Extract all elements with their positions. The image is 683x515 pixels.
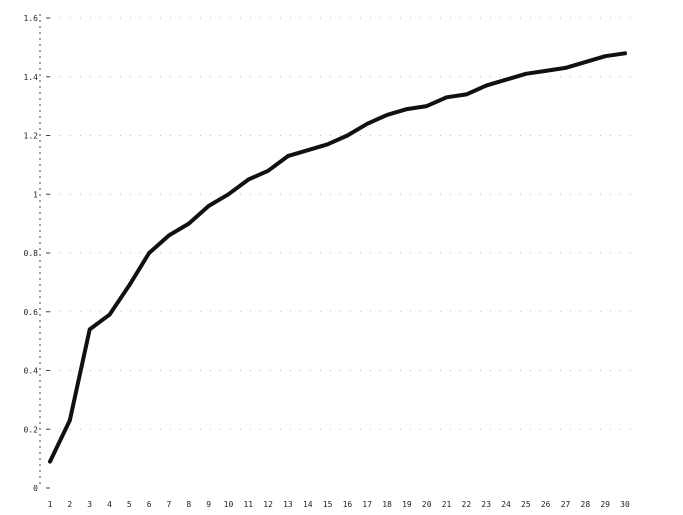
data-point <box>127 283 132 288</box>
x-tick-label: 13 <box>283 500 293 509</box>
data-point <box>385 113 389 117</box>
data-point <box>305 148 310 152</box>
x-tick-label: 6 <box>147 500 152 509</box>
x-tick-label: 22 <box>462 500 472 509</box>
y-tick-label: 0.8 <box>24 249 39 258</box>
x-tick-label: 30 <box>620 500 630 509</box>
data-point <box>186 221 191 226</box>
x-tick-label: 1 <box>48 500 53 509</box>
x-tick-label: 4 <box>107 500 112 509</box>
y-tick-label: 0.4 <box>24 367 39 376</box>
data-point <box>424 104 429 108</box>
x-tick-label: 19 <box>402 500 412 509</box>
data-point <box>286 154 290 158</box>
data-point <box>226 192 231 197</box>
x-tick-label: 10 <box>224 500 234 509</box>
data-point <box>147 251 151 255</box>
x-tick-label: 16 <box>343 500 353 509</box>
y-tick-label: 1 <box>33 190 38 199</box>
data-point <box>246 177 251 182</box>
x-tick-label: 2 <box>67 500 72 509</box>
x-tick-label: 3 <box>87 500 92 509</box>
y-tick-label: 0 <box>33 484 38 493</box>
x-tick-label: 23 <box>481 500 491 509</box>
x-tick-label: 9 <box>206 500 211 509</box>
data-point <box>107 312 112 317</box>
data-point <box>345 133 350 138</box>
x-tick-label: 11 <box>243 500 253 509</box>
x-tick-label: 26 <box>541 500 551 509</box>
data-point <box>167 233 171 238</box>
data-point <box>444 95 449 100</box>
data-point <box>603 54 607 58</box>
x-tick-label: 27 <box>561 500 571 509</box>
x-tick-label: 24 <box>501 500 511 509</box>
x-tick-label: 18 <box>382 500 392 509</box>
data-point <box>583 60 588 64</box>
y-tick-label: 0.6 <box>24 308 39 317</box>
y-tick-label: 1.4 <box>24 73 39 82</box>
data-point <box>484 83 489 88</box>
x-tick-label: 17 <box>362 500 372 509</box>
data-point <box>543 69 548 73</box>
x-tick-label: 29 <box>600 500 610 509</box>
data-point <box>206 204 211 208</box>
y-tick-label: 1.2 <box>24 132 39 141</box>
x-tick-label: 5 <box>127 500 132 509</box>
data-point <box>266 168 270 173</box>
x-tick-label: 20 <box>422 500 432 509</box>
series-line <box>48 51 627 464</box>
data-point <box>365 121 370 126</box>
y-tick-label: 1.6 <box>24 14 39 23</box>
x-tick-label: 7 <box>167 500 172 509</box>
data-point <box>325 142 330 147</box>
x-tick-label: 8 <box>186 500 191 509</box>
x-tick-label: 21 <box>442 500 452 509</box>
data-point <box>464 92 469 97</box>
data-point <box>68 418 72 423</box>
data-point <box>563 66 568 70</box>
y-tick-label: 0.2 <box>24 425 39 434</box>
x-tick-label: 28 <box>581 500 591 509</box>
data-point <box>504 77 508 82</box>
data-point <box>48 459 52 464</box>
data-point <box>623 51 627 56</box>
x-tick-label: 15 <box>323 500 333 509</box>
x-tick-label: 25 <box>521 500 531 509</box>
x-tick-label: 12 <box>263 500 273 509</box>
x-tick-label: 14 <box>303 500 313 509</box>
data-point <box>87 327 92 332</box>
data-point <box>524 72 528 76</box>
data-point <box>405 107 409 111</box>
